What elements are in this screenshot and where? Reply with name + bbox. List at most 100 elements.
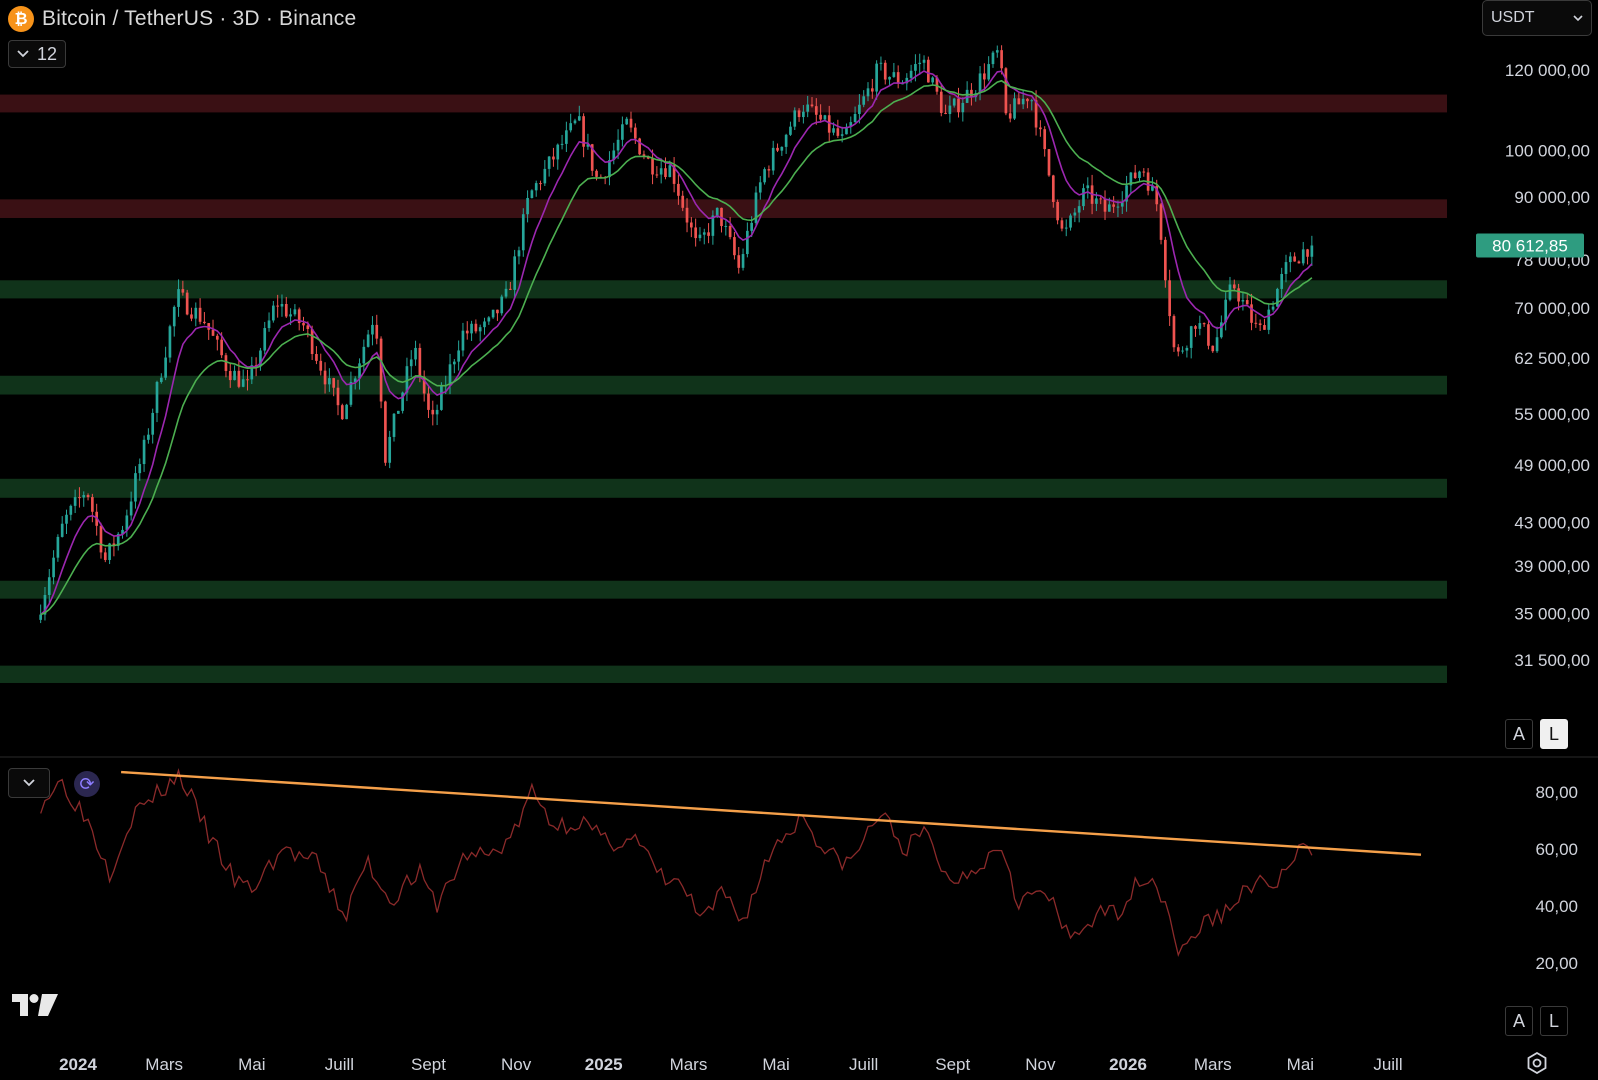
candle-body [228,371,232,381]
rsi-auto-scale-button[interactable]: A [1505,1006,1533,1036]
support-zone-5 [0,580,1447,599]
candle-body [276,305,279,307]
candle-body [250,365,254,380]
candle-body [280,304,284,307]
candle-body [827,115,831,133]
candle-body [922,59,926,63]
candle-body [664,168,667,178]
candle-body [215,335,219,340]
candle-body [853,113,857,123]
candle-body [185,292,189,315]
rsi-line [40,768,1313,958]
candle-body [1254,322,1258,324]
sync-icon[interactable]: ⟳ [74,771,100,797]
candle-body [181,289,185,293]
candle-body [612,150,616,160]
candle-body [60,523,64,537]
tradingview-logo[interactable] [12,994,58,1016]
candle-body [164,357,167,378]
time-tick-label: Sept [411,1055,446,1074]
candle-body [1215,337,1219,352]
candle-body [1164,239,1167,281]
candle-body [565,130,568,144]
candle-body [858,104,861,114]
candle-body [500,296,504,314]
candle-body [948,105,952,115]
candle-body [1034,100,1038,128]
candle-body [431,409,435,415]
candle-body [452,361,456,365]
rsi-trendline[interactable] [121,770,1422,856]
candle-body [741,254,745,268]
symbol-title[interactable]: Bitcoin / TetherUS · 3D · Binance [42,7,357,30]
candle-body [465,330,469,334]
candle-body [1060,220,1064,229]
candle-body [39,614,42,620]
candle-body [315,354,318,361]
candle-body [767,169,771,171]
indicators-toggle-button[interactable]: 12 [8,40,66,68]
rsi-tick-label: 20,00 [1535,954,1578,973]
candle-body [1004,68,1008,114]
candle-body [758,182,762,193]
candle-body [987,64,991,80]
candle-body [69,505,73,515]
resistance-zone-0 [0,94,1447,113]
candle-body [211,329,215,336]
candle-body [474,323,478,332]
candle-body [892,72,896,77]
candle-body [91,497,94,512]
candle-body [388,436,392,463]
candle-body [883,62,887,80]
candle-body [1267,309,1271,330]
candle-body [1237,288,1240,302]
rsi-axis: 80,00 60,00 40,00 20,00 [1535,783,1578,973]
candle-body [651,158,654,175]
candle-body [526,197,529,215]
candle-body [556,144,560,160]
auto-scale-button[interactable]: A [1505,719,1533,749]
candle-body [1030,100,1034,102]
candle-body [99,525,103,553]
candle-body [1064,227,1068,229]
time-tick-label: Juill [849,1055,878,1074]
candle-body [896,72,900,84]
candle-body [409,359,413,367]
candle-body [1095,198,1098,204]
candle-body [733,237,736,256]
candle-body [797,110,801,118]
candle-body [427,393,430,410]
currency-select[interactable]: USDT [1482,0,1592,36]
candle-body [1168,280,1171,317]
support-zone-4 [0,478,1447,498]
candle-body [1241,300,1245,302]
candle-body [405,366,409,393]
candle-body [659,168,663,175]
candle-body [771,147,775,171]
candle-body [1172,316,1176,348]
candle-body [103,552,107,560]
candle-body [470,323,473,334]
candle-body [789,126,792,135]
chevron-down-icon [23,779,35,787]
candle-body [306,325,310,329]
candle-body [1043,129,1047,150]
candle-body [1189,326,1193,348]
gear-icon[interactable] [1526,1052,1548,1074]
candle-body [121,529,124,534]
candle-body [43,594,47,615]
candle-body [159,377,163,382]
candle-body [715,207,719,216]
candle-body [939,91,943,113]
price-tick-label: 49 000,00 [1514,456,1590,475]
collapse-pane-button[interactable] [8,768,50,798]
candle-body [1008,113,1012,119]
candle-body [345,404,348,420]
log-scale-button[interactable]: L [1540,719,1568,749]
candle-body [1207,324,1210,346]
candle-body [151,412,155,435]
candle-body [1082,188,1085,207]
candle-body [832,128,835,133]
rsi-log-scale-button[interactable]: L [1540,1006,1568,1036]
